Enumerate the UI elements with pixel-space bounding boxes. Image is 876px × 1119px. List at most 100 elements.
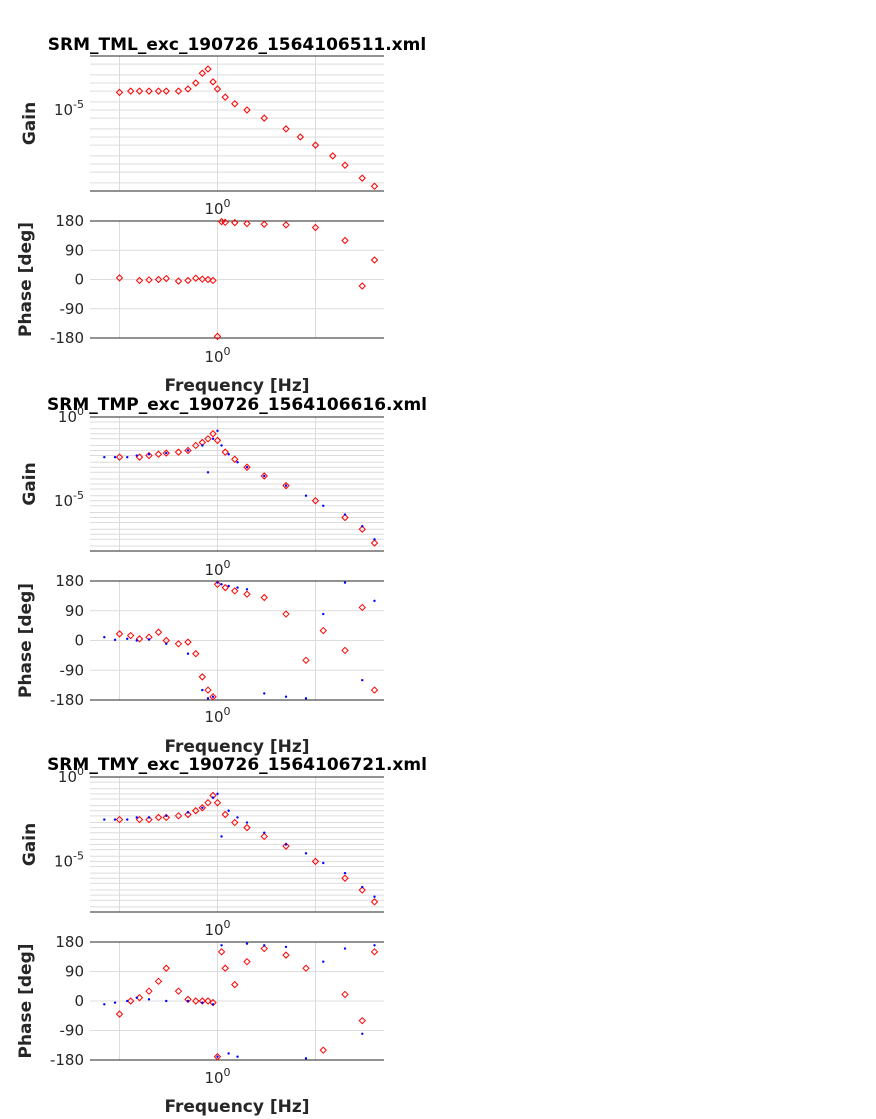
- data-point: [198, 673, 207, 681]
- data-point: [198, 69, 207, 77]
- data-point: [231, 587, 239, 595]
- data-point: [201, 806, 204, 809]
- data-point: [184, 276, 192, 285]
- data-point: [216, 581, 219, 584]
- phase-ytick-label: -180: [50, 691, 84, 709]
- data-point: [162, 813, 170, 822]
- data-point: [329, 152, 337, 160]
- data-point: [263, 692, 266, 695]
- data-point: [341, 513, 349, 522]
- data-point: [115, 88, 124, 97]
- data-point: [284, 484, 288, 487]
- phase-ylabel: Phase [deg]: [16, 222, 36, 337]
- data-point: [174, 87, 183, 95]
- data-point: [373, 538, 376, 541]
- data-point: [174, 448, 183, 456]
- data-point: [236, 586, 239, 589]
- data-point: [103, 635, 106, 639]
- data-point: [296, 133, 305, 141]
- data-point: [162, 449, 170, 457]
- data-point: [113, 818, 117, 821]
- data-point: [126, 631, 135, 640]
- data-point: [115, 274, 124, 282]
- data-point: [184, 638, 192, 646]
- data-point: [341, 236, 349, 245]
- data-point: [103, 455, 106, 459]
- data-point: [216, 1055, 219, 1058]
- data-point: [204, 65, 212, 73]
- data-point: [220, 835, 223, 838]
- gain-series: [115, 791, 379, 906]
- data-point: [135, 639, 138, 642]
- phase-ytick-label: 90: [65, 602, 84, 620]
- data-point: [322, 612, 325, 616]
- x-axis-label: Frequency [Hz]: [164, 737, 309, 757]
- phase-series: [103, 581, 376, 700]
- data-point: [231, 818, 239, 827]
- data-point: [263, 944, 266, 947]
- data-point: [220, 444, 223, 447]
- phase-ytick-label: 180: [55, 933, 84, 951]
- data-point: [302, 964, 310, 972]
- data-point: [343, 513, 347, 516]
- data-point: [322, 960, 325, 963]
- gain-ylabel: Gain: [20, 823, 40, 866]
- phase-ylabel: Phase [deg]: [16, 583, 36, 698]
- data-point: [221, 218, 229, 227]
- phase-xtick-label: 100: [204, 705, 230, 726]
- data-point: [358, 282, 366, 290]
- x-axis-label: Frequency [Hz]: [164, 1097, 309, 1117]
- data-point: [243, 463, 251, 471]
- data-point: [341, 874, 349, 882]
- data-point: [135, 994, 144, 1002]
- data-point: [213, 436, 222, 445]
- data-point: [322, 504, 325, 507]
- data-point: [319, 1046, 327, 1054]
- phase-plot: 180 90 0 -90 -180 100 Phase [deg]: [16, 933, 384, 1087]
- data-point: [174, 277, 183, 285]
- data-point: [361, 885, 364, 889]
- data-point: [236, 816, 239, 819]
- data-point: [198, 804, 207, 812]
- data-point: [145, 987, 153, 995]
- data-point: [204, 798, 212, 807]
- data-point: [243, 590, 251, 598]
- data-point: [126, 997, 135, 1005]
- data-point: [184, 995, 192, 1004]
- data-point: [154, 977, 163, 986]
- phase-ytick-label: 0: [74, 271, 84, 289]
- chart-title: SRM_TML_exc_190726_1564106511.xml: [48, 35, 426, 55]
- data-point: [236, 461, 239, 464]
- gain-xtick-label: 100: [204, 918, 230, 939]
- data-point: [162, 964, 170, 972]
- data-point: [209, 998, 217, 1007]
- data-point: [201, 1001, 204, 1004]
- phase-ytick-label: -180: [50, 329, 84, 347]
- data-point: [126, 87, 135, 95]
- data-point: [260, 593, 268, 602]
- data-point: [198, 997, 207, 1005]
- data-point: [304, 697, 308, 700]
- data-point: [211, 1003, 215, 1006]
- data-point: [115, 815, 124, 824]
- data-point: [227, 1052, 230, 1055]
- gain-plot: 100 10-5 100 Gain: [20, 405, 384, 579]
- gain-xtick-label: 100: [204, 558, 230, 579]
- data-point: [192, 807, 200, 815]
- phase-ytick-label: 180: [55, 212, 84, 230]
- data-point: [206, 471, 210, 474]
- data-point: [213, 798, 222, 807]
- data-point: [361, 1032, 364, 1035]
- phase-ytick-label: -180: [50, 1051, 84, 1069]
- phase-ytick-label: 90: [65, 963, 84, 981]
- data-point: [260, 114, 268, 122]
- phase-ytick-label: 0: [74, 992, 84, 1010]
- data-point: [126, 455, 129, 459]
- phase-ytick-label: -90: [60, 300, 85, 318]
- data-point: [245, 588, 249, 591]
- data-point: [282, 125, 290, 133]
- data-point: [154, 450, 163, 458]
- data-point: [174, 640, 183, 648]
- data-point: [192, 274, 200, 282]
